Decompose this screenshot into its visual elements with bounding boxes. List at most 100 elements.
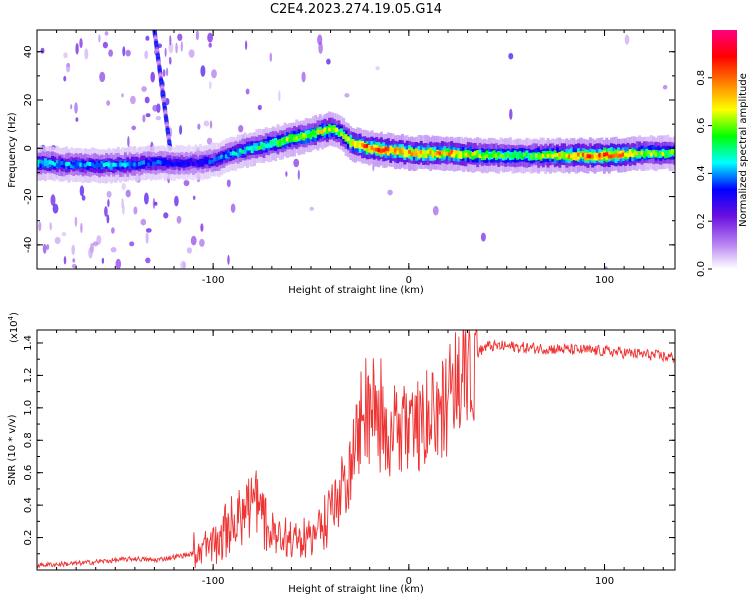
noise-speckle <box>104 206 108 217</box>
ridge-cell <box>316 129 320 134</box>
ridge-cell <box>262 142 266 147</box>
ridge-cell <box>433 152 437 156</box>
noise-speckle <box>203 120 210 127</box>
noise-speckle <box>79 38 83 49</box>
noise-speckle <box>63 75 67 82</box>
ridge-cell <box>234 151 238 156</box>
noise-speckle <box>61 232 67 237</box>
ridge-cell <box>586 154 590 159</box>
ridge-cell <box>62 161 66 166</box>
noise-speckle <box>99 71 106 83</box>
snr-multiplier-close: ) <box>9 312 20 316</box>
ridge-cell <box>419 150 423 154</box>
noise-speckle <box>152 104 159 112</box>
ridge-cell <box>95 164 99 169</box>
ridge-cell <box>163 159 167 164</box>
snr-multiplier-base: (x10 <box>9 320 20 343</box>
ridge-cell <box>213 157 216 162</box>
ridge-cell <box>39 160 43 168</box>
ridge-cell <box>307 134 310 138</box>
ridge-cell <box>551 154 555 159</box>
ridge-cell <box>626 153 630 158</box>
ridge-cell <box>417 150 421 155</box>
snr-panel: -100 0 100 0.2 0.4 0.6 0.8 1.0 1.2 1.4 Height of … <box>7 312 676 595</box>
ridge-cell <box>114 162 118 167</box>
ridge-cell <box>440 150 444 155</box>
ridge-cell <box>285 137 289 142</box>
ridge-cell <box>123 163 127 168</box>
ridge-cell <box>520 155 524 159</box>
ridge-cell <box>377 148 381 153</box>
spectrogram-panel: -100 0 100 -40 -20 0 20 40 Height of straight l… <box>7 29 676 296</box>
ridge-cell <box>478 154 482 159</box>
ridge-cell <box>140 160 144 165</box>
ridge-cell <box>621 152 625 157</box>
x-tick-label: 100 <box>595 275 614 286</box>
ridge-cell <box>239 148 242 153</box>
ridge-cell <box>455 150 458 159</box>
noise-speckle <box>79 185 85 197</box>
x-tick-label: 100 <box>595 576 614 587</box>
ridge-cell <box>321 129 325 134</box>
ridge-cell <box>220 154 224 159</box>
ridge-cell <box>76 161 80 166</box>
colorbar-label: Normalized spectral amplitude <box>738 73 749 227</box>
noise-speckle <box>375 66 380 71</box>
ridge-cell <box>624 152 627 157</box>
noise-speckle <box>169 35 172 46</box>
ridge-cell <box>236 149 240 153</box>
ridge-cell <box>558 152 562 157</box>
ridge-cell <box>271 141 275 146</box>
ridge-cell <box>55 163 59 168</box>
snr-y-axis-label: SNR (10 * v/v) <box>7 414 18 485</box>
ridge-cell <box>98 163 101 167</box>
ridge-cell <box>340 132 343 137</box>
ridge-cell <box>241 149 245 154</box>
ridge-cell <box>506 153 510 158</box>
ridge-cell <box>384 147 388 151</box>
ridge-cell <box>649 152 653 157</box>
ridge-cell <box>560 152 564 157</box>
ridge-cell <box>534 153 538 158</box>
noise-speckle <box>110 247 117 253</box>
ridge-cell <box>603 152 606 157</box>
ridge-cell <box>156 160 160 164</box>
ridge-cell <box>577 152 580 157</box>
ridge-cell <box>666 151 670 156</box>
noise-speckle <box>106 214 110 224</box>
ridge-cell <box>161 159 165 164</box>
ridge-cell <box>44 158 47 166</box>
ridge-cell <box>246 146 249 151</box>
ridge-cell <box>386 147 390 156</box>
ridge-cell <box>311 130 315 135</box>
ridge-cell <box>462 152 465 157</box>
ridge-cell <box>401 147 404 155</box>
noise-speckle <box>145 35 150 41</box>
spectrogram-ticks: -100 0 100 -40 -20 0 20 40 <box>23 30 675 286</box>
noise-speckle <box>179 124 183 135</box>
noise-speckle <box>200 223 204 232</box>
ridge-cell <box>525 152 529 157</box>
spectrogram-heatmap <box>37 30 675 269</box>
ridge-cell <box>46 161 50 165</box>
noise-speckle <box>145 228 152 233</box>
ridge-cell <box>415 152 418 157</box>
noise-speckle <box>63 52 68 59</box>
ridge-cell <box>647 150 651 155</box>
svg-text:(x104): (x104) <box>7 312 20 343</box>
colorbar-tick-label: 0.4 <box>696 165 707 181</box>
ridge-cell <box>276 140 280 145</box>
ridge-cell <box>135 163 139 168</box>
noise-speckle <box>238 125 244 133</box>
ridge-cell <box>152 161 155 166</box>
ridge-cell <box>485 154 489 159</box>
noise-speckle <box>230 203 236 213</box>
noise-speckle <box>141 86 147 92</box>
ridge-cell <box>579 153 583 158</box>
ridge-cell <box>177 162 181 167</box>
ridge-cell <box>107 162 111 167</box>
ridge-cell <box>375 147 379 152</box>
ridge-cell <box>88 162 92 166</box>
ridge-cell <box>363 144 367 149</box>
noise-speckle <box>71 244 75 255</box>
